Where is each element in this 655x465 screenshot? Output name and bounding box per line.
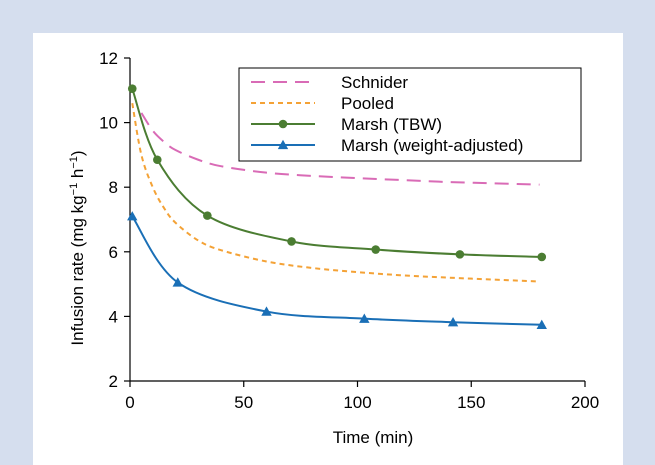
data-point-marsh-weight-adjusted xyxy=(127,211,138,221)
legend-marker xyxy=(278,119,288,129)
data-point-marsh-tbw xyxy=(371,245,381,254)
y-axis-label: Infusion rate (mg kg−1 h−1) xyxy=(68,150,87,345)
x-tick-label: 150 xyxy=(457,393,485,412)
series-line-schnider xyxy=(140,112,540,186)
data-point-marsh-tbw xyxy=(287,237,296,246)
series-marsh-tbw xyxy=(127,84,547,262)
chart-panel: 2 4 6 8 10 12 0 50 100 150 200 Schnider Pooled Marsh… xyxy=(33,33,623,465)
legend-label: Schnider xyxy=(341,73,408,92)
y-tick-label: 2 xyxy=(109,372,118,391)
legend-label: Marsh (weight-adjusted) xyxy=(341,136,523,155)
legend-label: Marsh (TBW) xyxy=(341,115,442,134)
y-tick-label: 10 xyxy=(99,114,118,133)
series-line-pooled xyxy=(131,103,540,283)
y-tick-label: 8 xyxy=(109,178,118,197)
legend-item-pooled: Pooled xyxy=(251,94,394,113)
x-tick-label: 100 xyxy=(343,393,371,412)
data-point-marsh-weight-adjusted xyxy=(536,319,547,329)
data-point-marsh-weight-adjusted xyxy=(172,277,183,287)
legend-marker xyxy=(277,139,289,150)
data-point-marsh-weight-adjusted xyxy=(447,317,459,327)
data-point-marsh-tbw xyxy=(455,250,465,259)
series-schnider xyxy=(140,112,540,186)
data-point-marsh-tbw xyxy=(537,252,547,262)
legend-label: Pooled xyxy=(341,94,394,113)
legend-item-marsh-tbw: Marsh (TBW) xyxy=(251,115,442,134)
legend: Schnider Pooled Marsh (TBW) Marsh (weight-a… xyxy=(238,67,582,162)
series-layer xyxy=(127,84,547,329)
data-point-marsh-tbw xyxy=(153,155,162,165)
y-tick-label: 4 xyxy=(109,307,118,326)
x-tick-label: 200 xyxy=(571,393,599,412)
data-point-marsh-tbw xyxy=(203,211,212,220)
data-point-marsh-weight-adjusted xyxy=(261,306,272,316)
y-tick-label: 6 xyxy=(109,243,118,262)
x-tick-label: 50 xyxy=(234,393,253,412)
line-chart: 2 4 6 8 10 12 0 50 100 150 200 Schnider Pooled Marsh… xyxy=(68,49,599,447)
series-line-marsh-weight-adjusted xyxy=(131,215,542,326)
series-marsh-weight-adjusted xyxy=(127,211,547,329)
y-tick-label: 12 xyxy=(99,49,118,68)
legend-item-schnider: Schnider xyxy=(251,73,408,92)
data-point-marsh-weight-adjusted xyxy=(359,313,370,323)
x-axis-label: Time (min) xyxy=(333,428,414,447)
data-point-marsh-tbw xyxy=(127,84,137,93)
series-pooled xyxy=(131,103,540,283)
x-tick-label: 0 xyxy=(125,393,134,412)
axes: 2 4 6 8 10 12 0 50 100 150 200 xyxy=(99,49,599,412)
legend-item-marsh-weight-adjusted: Marsh (weight-adjusted) xyxy=(251,136,523,155)
